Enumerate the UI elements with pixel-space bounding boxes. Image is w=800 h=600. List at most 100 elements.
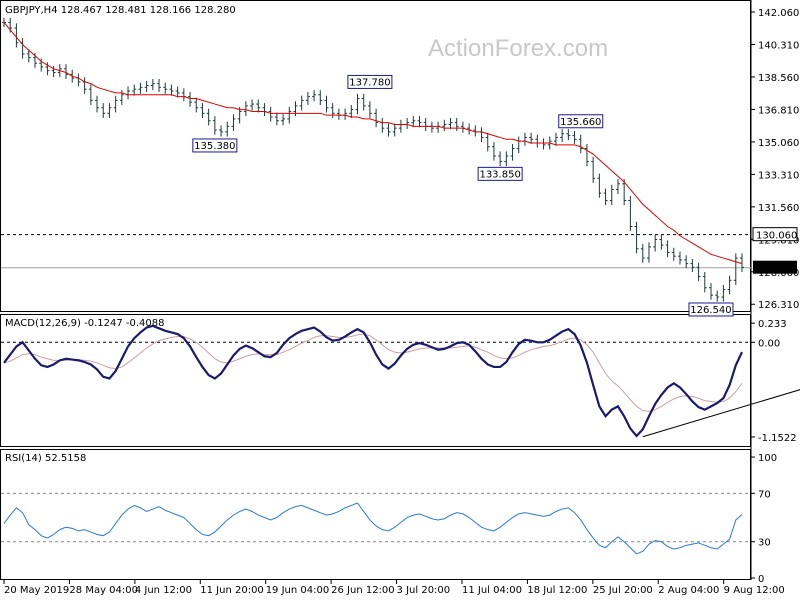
price-bar (324, 95, 329, 113)
price-bar (454, 117, 459, 131)
price-bar (386, 123, 391, 137)
x-tick-label: 4 Jun 12:00 (135, 585, 192, 596)
price-y-tick-label: 133.310 (758, 170, 799, 181)
price-bar (200, 103, 205, 118)
price-bar (572, 130, 577, 144)
x-tick-label: 11 Jul 04:00 (462, 585, 522, 596)
x-tick-label: 28 May 04:00 (69, 585, 138, 596)
level-tag-label: 130.060 (756, 231, 797, 242)
price-bar (504, 151, 509, 167)
price-bar (653, 234, 658, 252)
watermark: ActionForex.com (428, 35, 608, 62)
price-bar (225, 121, 230, 137)
price-bar (281, 114, 286, 126)
price-bar (671, 247, 676, 261)
price-y-tick-label: 142.060 (758, 8, 799, 19)
price-bar (677, 251, 682, 265)
price-bar (392, 123, 397, 137)
price-bar (113, 95, 118, 113)
price-bar (305, 91, 310, 105)
price-bar (101, 103, 106, 118)
price-annotation-label: 135.660 (560, 117, 601, 128)
price-bar (361, 93, 366, 111)
price-bar (622, 179, 627, 206)
price-annotation: 135.660 (558, 114, 604, 129)
price-annotation: 126.540 (688, 302, 734, 317)
macd-layer (1, 324, 800, 438)
price-bar (274, 112, 279, 126)
price-y-tick-label: 126.310 (758, 300, 799, 311)
rsi-panel (0, 449, 751, 580)
price-bar (194, 97, 199, 113)
price-bar (169, 84, 174, 96)
price-bar (88, 84, 93, 105)
price-bar (442, 119, 447, 131)
current-price-tag: 128.280 (753, 260, 797, 275)
price-bar (553, 132, 558, 146)
price-bar (212, 116, 217, 135)
price-bar (498, 151, 503, 167)
price-y-tick-label: 140.310 (758, 40, 799, 51)
axis-layer: 142.060 140.310 138.560 136.810 135.060 133.3… (3, 8, 799, 596)
price-bar (163, 82, 168, 94)
x-tick-label: 25 Jul 20:00 (593, 585, 653, 596)
x-tick-label: 9 Aug 12:00 (724, 585, 785, 596)
rsi-y-tick-label: 0 (758, 574, 764, 585)
price-bar (107, 103, 112, 118)
x-tick-label: 26 Jun 12:00 (331, 585, 395, 596)
price-bar (256, 99, 261, 113)
rsi-line (3, 502, 743, 555)
price-bar (696, 262, 701, 282)
price-bar (566, 129, 571, 141)
price-bar (268, 106, 273, 122)
moving-average-line (3, 22, 743, 265)
x-tick-label: 20 May 2019 (4, 585, 69, 596)
price-bar (708, 283, 713, 300)
x-tick-label: 18 Jul 12:00 (527, 585, 587, 596)
price-layer: 137.780 135.380 135.660 133.850 126.540 (1, 17, 751, 317)
price-bar (51, 66, 56, 78)
price-bar (157, 79, 162, 92)
price-bar (374, 108, 379, 128)
price-bar (150, 79, 155, 91)
price-panel (0, 0, 751, 312)
price-annotation: 133.850 (477, 166, 523, 181)
macd-y-tick-label: 0.233 (758, 319, 787, 330)
price-bar (733, 253, 738, 285)
x-tick-label: 3 Jul 20:00 (397, 585, 451, 596)
price-bar (355, 93, 360, 115)
price-bar (312, 90, 317, 102)
price-bar (491, 142, 496, 161)
price-bar (690, 258, 695, 272)
macd-y-tick-label: -1.1522 (758, 433, 797, 444)
price-annotation: 135.380 (192, 138, 238, 153)
price-bar (144, 80, 149, 92)
price-panel-header: GBPJPY,H4 128.467 128.481 128.166 128.28… (5, 5, 236, 16)
price-bar (250, 99, 255, 111)
price-y-tick-label: 131.560 (758, 203, 799, 214)
price-annotation-label: 135.380 (194, 141, 235, 152)
price-annotation-label: 126.540 (690, 305, 731, 316)
price-bar (299, 95, 304, 111)
macd-panel-header: MACD(12,26,9) -0.1247 -0.4088 (5, 318, 165, 329)
price-bar (665, 240, 670, 258)
price-bar (721, 284, 726, 302)
price-bar (615, 179, 620, 195)
level-tag: 130.060 (752, 227, 798, 242)
price-y-tick-label: 138.560 (758, 73, 799, 84)
price-bar (219, 125, 224, 137)
price-bar (727, 275, 732, 295)
price-bar (95, 95, 100, 113)
price-annotation-label: 137.780 (349, 77, 390, 88)
price-bar (740, 253, 744, 272)
rsi-panel-header: RSI(14) 52.5158 (5, 453, 86, 464)
price-bar (231, 114, 236, 131)
price-bar (597, 173, 602, 198)
price-y-tick-label: 135.060 (758, 138, 799, 149)
price-bar (578, 134, 583, 154)
price-bar (138, 82, 143, 94)
price-bar (132, 84, 137, 96)
macd-trendline (642, 389, 800, 438)
price-bar (715, 290, 720, 302)
price-annotation-label: 133.850 (479, 169, 520, 180)
